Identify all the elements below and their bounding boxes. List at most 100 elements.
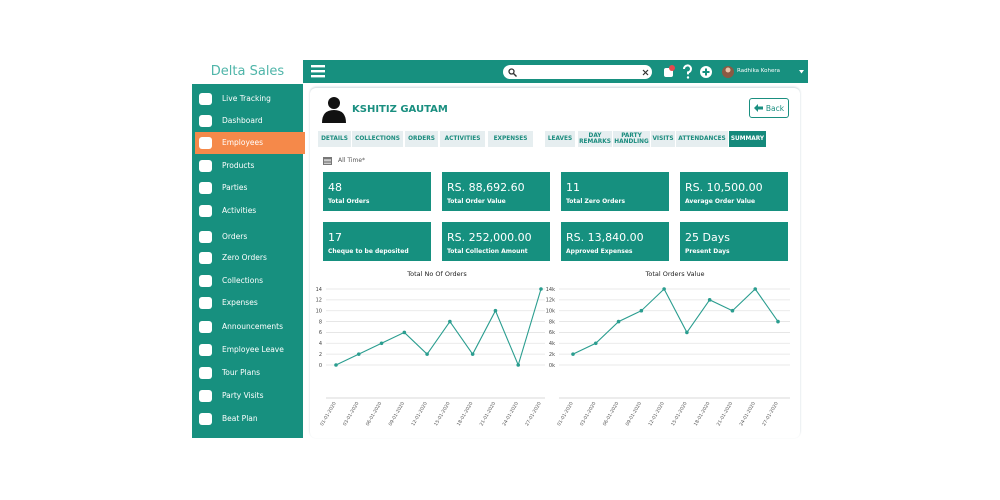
data-point [707,298,712,302]
card-label: Total Order Value [447,198,506,205]
topbar-icons [664,64,734,79]
sidebar-item[interactable]: Orders [222,232,248,241]
data-point [516,363,521,367]
employee-name: KSHITIZ GAUTAM [352,104,448,115]
y-tick-label: 10 [316,309,322,315]
sidebar-item[interactable]: Collections [222,276,264,285]
y-tick-label: 12k [546,298,555,304]
menu-icon[interactable] [311,65,325,78]
tab[interactable]: ORDERS [405,131,438,147]
tab[interactable]: LEAVES [545,131,575,147]
tab[interactable]: DAY REMARKS [578,131,612,147]
back-button[interactable]: Back [749,98,789,118]
sidebar-item[interactable]: Announcements [222,322,283,331]
card-value: RS. 10,500.00 [685,181,763,194]
tab[interactable]: EXPENSES [488,131,533,147]
y-tick-label: 10k [546,309,555,315]
user-caret[interactable] [799,70,804,74]
sidebar-item[interactable]: Products [222,161,255,170]
chart-title: Total Orders Value [644,270,704,278]
summary-card: 25 Days Present Days [680,222,788,261]
sidebar-item[interactable]: Dashboard [222,116,263,125]
data-point [448,319,452,324]
data-point [776,319,780,324]
y-tick-label: 4 [319,341,322,347]
tab[interactable]: ATTENDANCES [676,131,728,147]
data-point [379,341,384,346]
x-tick-label: 27-01-2020 [524,401,543,427]
sidebar-icon [199,160,212,172]
x-tick-label: 12-01-2020 [410,401,429,427]
tab[interactable]: VISITS [651,131,675,147]
sidebar-item[interactable]: Beat Plan [222,414,258,423]
time-filter[interactable]: All Time* [338,157,366,164]
data-point [639,308,644,313]
sidebar-item[interactable]: Tour Plans [222,368,260,377]
sidebar-item[interactable]: Employees [222,138,264,147]
sidebar-item[interactable]: Zero Orders [222,253,267,262]
card-label: Present Days [685,248,730,255]
x-tick-label: 09-01-2020 [625,401,644,427]
tab[interactable]: PARTY HANDLING [613,131,650,147]
data-line [572,288,779,355]
data-point [730,308,735,313]
notification-badge [669,65,675,71]
chart-title: Total No Of Orders [406,270,467,278]
card-value: 25 Days [685,231,730,244]
sidebar-item[interactable]: Expenses [222,298,258,307]
x-tick-label: 27-01-2020 [761,401,780,427]
data-point [571,352,575,356]
card-value: RS. 252,000.00 [447,231,532,244]
card-label: Average Order Value [685,198,756,205]
tab[interactable]: DETAILS [318,131,351,147]
data-point [470,352,475,356]
active-highlight [195,132,305,154]
card-value: 11 [566,181,580,194]
card-label: Total Orders [328,198,370,205]
sidebar-icon [199,367,212,379]
sidebar-icon [199,182,212,194]
summary-card: 11 Total Zero Orders [561,172,669,211]
user-name[interactable]: Radhika Kohera [737,68,780,74]
tab[interactable]: COLLECTIONS [352,131,403,147]
sidebar-icon [199,321,212,333]
search-box[interactable] [503,65,652,79]
y-tick-label: 4k [549,341,555,347]
card-label: Cheque to be deposited [328,248,409,255]
sidebar-icon [199,344,212,356]
x-tick-label: 15-01-2020 [433,401,452,427]
tab[interactable]: ACTIVITIES [440,131,485,147]
sidebar-item[interactable]: Live Tracking [222,94,271,103]
topbar: Radhika Kohera [303,60,808,83]
calendar-icon [323,157,332,165]
sidebar-item[interactable]: Activities [222,206,257,215]
sidebar-icon [199,115,212,127]
data-point [493,308,498,313]
sidebar-icon [199,252,212,264]
clear-icon[interactable] [642,69,649,76]
y-tick-label: 0 [319,363,322,369]
y-tick-label: 2 [319,352,322,358]
sidebar-icon [199,413,212,425]
x-tick-label: 01-01-2020 [319,401,338,427]
search-icon [508,68,517,77]
sidebar-item[interactable]: Employee Leave [222,345,284,354]
sidebar-icon [199,137,212,149]
sidebar-icon [199,275,212,287]
help-icon[interactable] [682,64,692,75]
sidebar-item[interactable]: Party Visits [222,391,264,400]
sidebar-icon [199,205,212,217]
sidebar-item[interactable]: Parties [222,183,248,192]
sidebar-icon [199,231,212,243]
y-tick-label: 8k [549,319,555,325]
x-tick-label: 15-01-2020 [670,401,689,427]
y-tick-label: 12 [316,298,322,304]
data-point [753,287,758,291]
x-tick-label: 03-01-2020 [342,401,361,427]
tab[interactable]: SUMMARY [729,131,766,147]
employee-avatar [322,97,346,123]
summary-card: 17 Cheque to be deposited [323,222,431,261]
y-tick-label: 14k [546,287,555,293]
data-line [335,288,542,367]
